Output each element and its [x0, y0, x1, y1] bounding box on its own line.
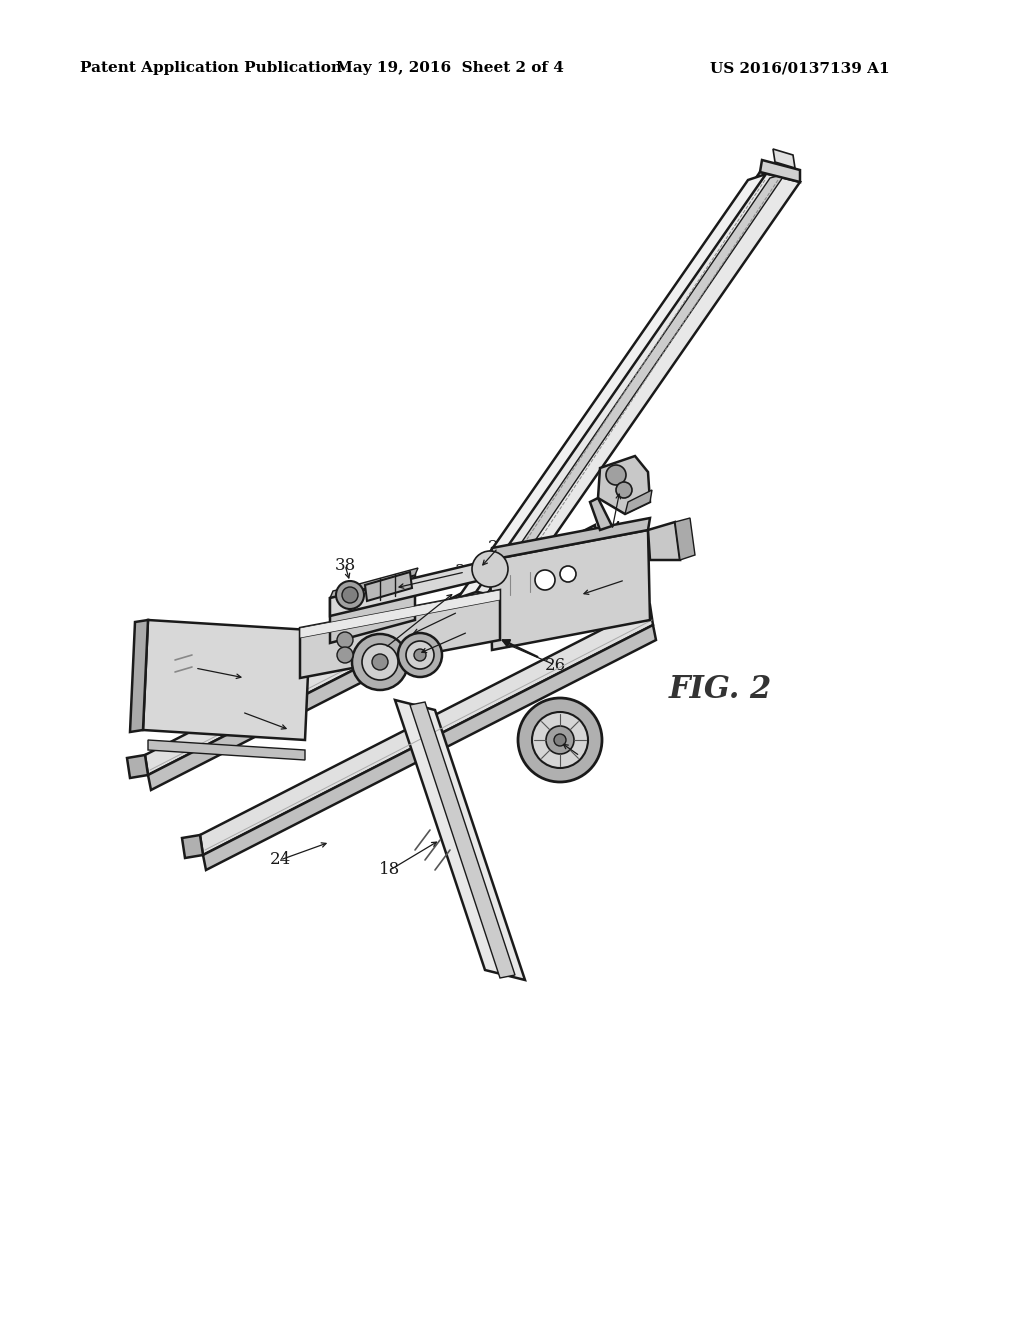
Polygon shape	[490, 517, 650, 560]
Text: 36: 36	[455, 564, 475, 581]
Polygon shape	[648, 521, 680, 560]
Circle shape	[337, 647, 353, 663]
Polygon shape	[330, 576, 415, 643]
Circle shape	[342, 587, 358, 603]
Polygon shape	[148, 545, 601, 789]
Text: 28: 28	[447, 603, 469, 620]
Text: 34: 34	[614, 572, 636, 589]
Text: 22: 22	[487, 540, 509, 557]
Text: 18: 18	[379, 862, 400, 879]
Polygon shape	[410, 702, 515, 978]
Circle shape	[372, 653, 388, 671]
Text: 26: 26	[545, 656, 565, 673]
Circle shape	[560, 566, 575, 582]
Polygon shape	[148, 741, 305, 760]
Text: 24: 24	[269, 851, 291, 869]
Text: US 2016/0137139 A1: US 2016/0137139 A1	[711, 61, 890, 75]
Polygon shape	[470, 172, 800, 601]
Polygon shape	[182, 836, 203, 858]
Polygon shape	[598, 455, 650, 513]
Circle shape	[337, 632, 353, 648]
Circle shape	[336, 581, 364, 609]
Text: 30: 30	[569, 747, 591, 764]
Polygon shape	[203, 624, 656, 870]
Text: 44: 44	[601, 521, 623, 539]
Polygon shape	[145, 525, 598, 775]
Text: 42: 42	[184, 660, 206, 676]
Text: 32: 32	[231, 704, 253, 721]
Text: 38: 38	[335, 557, 355, 573]
Circle shape	[546, 726, 574, 754]
Polygon shape	[127, 755, 148, 777]
Text: 12: 12	[375, 639, 395, 656]
Polygon shape	[330, 568, 418, 598]
Circle shape	[472, 550, 508, 587]
Circle shape	[616, 482, 632, 498]
Text: May 19, 2016  Sheet 2 of 4: May 19, 2016 Sheet 2 of 4	[336, 61, 564, 75]
Polygon shape	[130, 620, 148, 733]
Circle shape	[554, 734, 566, 746]
Polygon shape	[675, 517, 695, 560]
Polygon shape	[760, 160, 800, 182]
Circle shape	[414, 649, 426, 661]
Polygon shape	[300, 590, 500, 678]
Circle shape	[606, 465, 626, 484]
Text: 40: 40	[458, 623, 478, 640]
Polygon shape	[300, 590, 500, 638]
Polygon shape	[200, 605, 653, 855]
Circle shape	[362, 644, 398, 680]
Circle shape	[532, 711, 588, 768]
Circle shape	[352, 634, 408, 690]
Polygon shape	[485, 174, 785, 597]
Text: Patent Application Publication: Patent Application Publication	[80, 61, 342, 75]
Polygon shape	[365, 572, 412, 601]
Polygon shape	[330, 560, 490, 616]
Polygon shape	[143, 620, 310, 741]
Circle shape	[398, 634, 442, 677]
Circle shape	[406, 642, 434, 669]
Polygon shape	[458, 174, 766, 598]
Polygon shape	[395, 700, 525, 979]
Polygon shape	[773, 149, 795, 168]
Circle shape	[535, 570, 555, 590]
Polygon shape	[590, 498, 612, 531]
Circle shape	[518, 698, 602, 781]
Polygon shape	[625, 490, 652, 513]
Text: FIG. 2: FIG. 2	[669, 675, 772, 705]
Polygon shape	[490, 531, 650, 649]
